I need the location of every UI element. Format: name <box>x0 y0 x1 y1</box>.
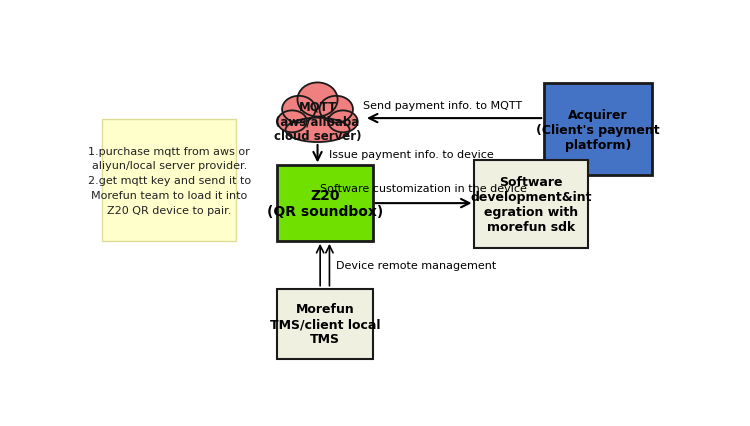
Ellipse shape <box>286 103 324 132</box>
Text: Software customization in the device: Software customization in the device <box>320 184 527 194</box>
Ellipse shape <box>282 97 316 123</box>
FancyBboxPatch shape <box>103 120 236 242</box>
FancyBboxPatch shape <box>475 161 588 248</box>
Ellipse shape <box>310 103 348 132</box>
Text: Send payment info. to MQTT: Send payment info. to MQTT <box>363 101 522 111</box>
Text: MQTT
(aws/alibaba
cloud server): MQTT (aws/alibaba cloud server) <box>274 100 362 143</box>
Text: Software
development&int
egration with
morefun sdk: Software development&int egration with m… <box>470 176 592 233</box>
FancyBboxPatch shape <box>277 166 373 242</box>
Ellipse shape <box>286 118 350 143</box>
Ellipse shape <box>298 83 338 117</box>
FancyBboxPatch shape <box>544 84 652 176</box>
Text: Device remote management: Device remote management <box>337 260 496 270</box>
Text: Issue payment info. to device: Issue payment info. to device <box>329 150 494 159</box>
Text: 1.purchase mqtt from aws or
aliyun/local server provider.
2.get mqtt key and sen: 1.purchase mqtt from aws or aliyun/local… <box>88 146 251 215</box>
Ellipse shape <box>278 111 307 133</box>
Text: Acquirer
(Client's payment
platform): Acquirer (Client's payment platform) <box>536 108 660 151</box>
Text: Z20
(QR soundbox): Z20 (QR soundbox) <box>267 189 383 219</box>
Ellipse shape <box>298 100 336 134</box>
Ellipse shape <box>328 111 358 133</box>
FancyBboxPatch shape <box>277 289 373 360</box>
Text: Morefun
TMS/client local
TMS: Morefun TMS/client local TMS <box>269 303 380 345</box>
Ellipse shape <box>320 97 353 123</box>
